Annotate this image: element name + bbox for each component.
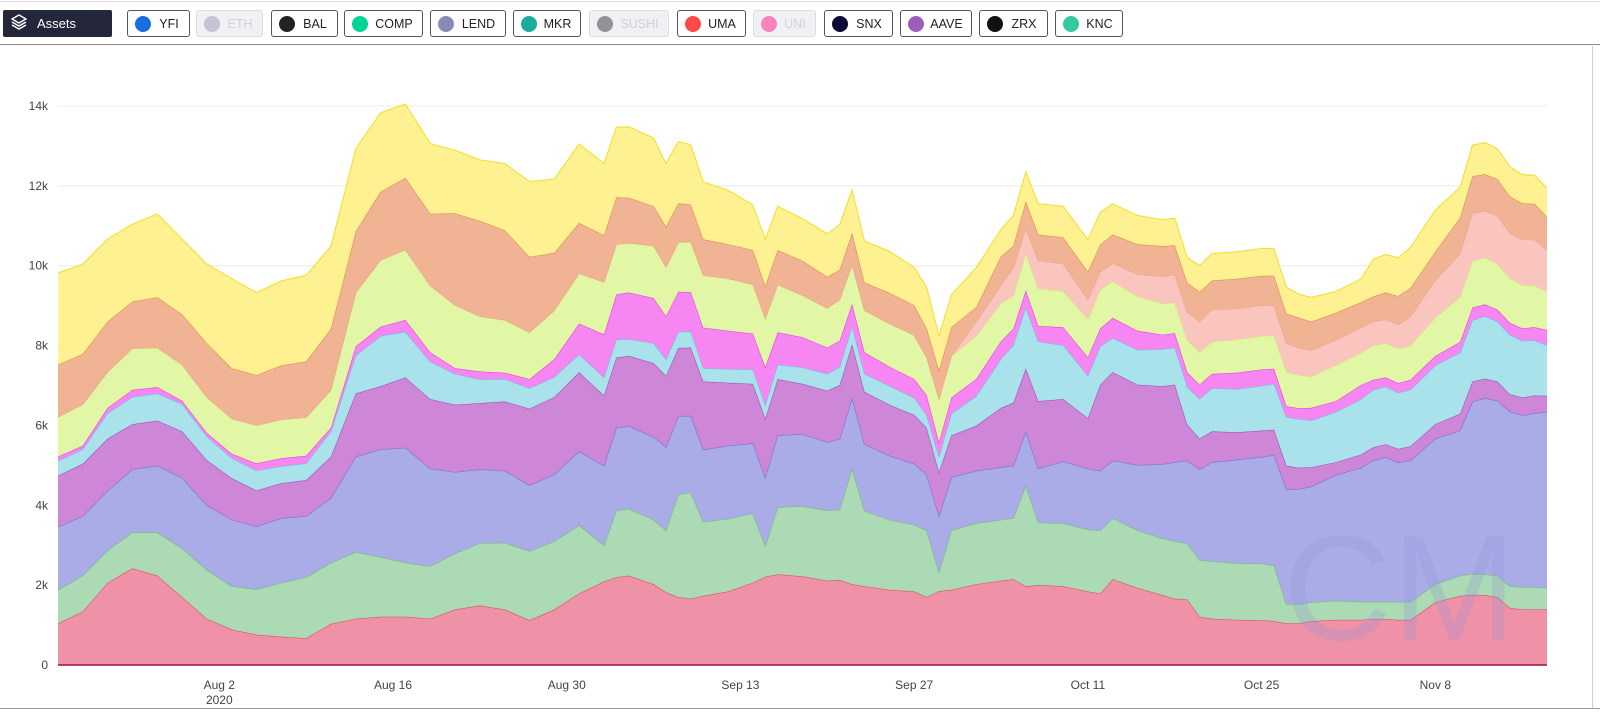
asset-label: LEND [461,16,496,31]
area-series-9 [58,174,1547,426]
series-line-5 [57,306,1548,472]
asset-label: YFI [159,16,179,31]
asset-label: KNC [1086,16,1113,31]
series-line-4 [57,342,1548,492]
x-tick-label: Sep 27 [895,678,933,692]
asset-toggle-eth[interactable]: ETH [196,10,263,37]
asset-label: SNX [856,16,882,31]
asset-toggle-bal[interactable]: BAL [271,10,338,37]
mkr-icon [521,15,537,32]
y-tick-label: 14k [29,99,49,113]
x-tick-label: Oct 25 [1244,678,1280,692]
asset-toggle-sushi[interactable]: SUSHI [589,10,669,37]
layers-icon [10,14,28,33]
chart-right-border [1592,46,1593,708]
area-series-8 [58,211,1547,426]
asset-toggle-aave[interactable]: AAVE [900,10,972,37]
uni-icon [761,15,777,32]
knc-icon [1063,15,1079,32]
y-tick-label: 2k [35,578,49,592]
area-series-7 [58,241,1547,464]
series-line-3 [57,396,1548,528]
asset-toggle-uni[interactable]: UNI [753,10,816,37]
y-tick-label: 4k [35,498,49,512]
asset-toggle-snx[interactable]: SNX [824,10,893,37]
x-tick-year-label: 2020 [206,693,233,707]
uma-icon [685,15,701,32]
y-tick-label: 12k [29,179,49,193]
area-series-1 [58,568,1547,665]
bal-icon [279,15,295,32]
y-tick-label: 6k [35,418,49,432]
chart-bottom-border [0,708,1600,709]
x-tick-label: Aug 16 [374,678,412,692]
asset-label: ZRX [1011,16,1037,31]
y-tick-label: 0 [41,658,48,672]
area-series-10 [58,104,1547,376]
asset-label: UMA [708,16,736,31]
asset-label: ETH [227,16,253,31]
assets-button[interactable]: Assets [3,10,112,37]
asset-label: SUSHI [620,16,659,31]
asset-label: BAL [303,16,327,31]
asset-label: COMP [375,16,413,31]
asset-toggle-lend[interactable]: LEND [430,10,506,37]
yfi-icon [135,15,151,32]
asset-toggle-comp[interactable]: COMP [344,10,423,37]
area-series-6 [58,290,1547,471]
eth-icon [204,15,220,32]
asset-label: MKR [543,16,572,31]
area-series-4 [58,344,1547,527]
x-tick-label: Sep 13 [721,678,759,692]
comp-icon [352,15,368,32]
asset-toolbar: Assets YFI ETH BAL COMP LEND MKR SUSHI UMA UNI SN… [0,0,1600,45]
sushi-icon [597,15,613,32]
lend-icon [438,15,454,32]
asset-toggle-yfi[interactable]: YFI [127,10,190,37]
area-series-3 [58,398,1547,605]
zrx-icon [987,15,1003,32]
aave-icon [908,15,924,32]
asset-toggle-mkr[interactable]: MKR [513,10,581,37]
asset-toggle-knc[interactable]: KNC [1055,10,1123,37]
series-line-10 [57,103,1548,338]
asset-label: UNI [784,16,806,31]
x-tick-label: Aug 30 [548,678,586,692]
asset-toggle-zrx[interactable]: ZRX [979,10,1048,37]
y-axis: 0 2k 4k 6k 8k 10k 12k 14k [29,99,49,672]
watermark-logo: CM [1283,504,1516,672]
x-tick-label: Oct 11 [1071,678,1106,692]
y-tick-label: 10k [29,259,49,273]
assets-label: Assets [37,16,77,31]
snx-icon [832,15,848,32]
x-tick-label: Aug 2 [204,678,236,692]
area-layers [57,103,1548,665]
top-border [0,1,1600,2]
area-series-2 [58,468,1547,639]
y-tick-label: 8k [35,339,49,353]
x-tick-label: Nov 8 [1420,678,1452,692]
asset-label: AAVE [930,16,963,31]
asset-toggle-uma[interactable]: UMA [677,10,746,37]
area-series-5 [58,307,1547,491]
